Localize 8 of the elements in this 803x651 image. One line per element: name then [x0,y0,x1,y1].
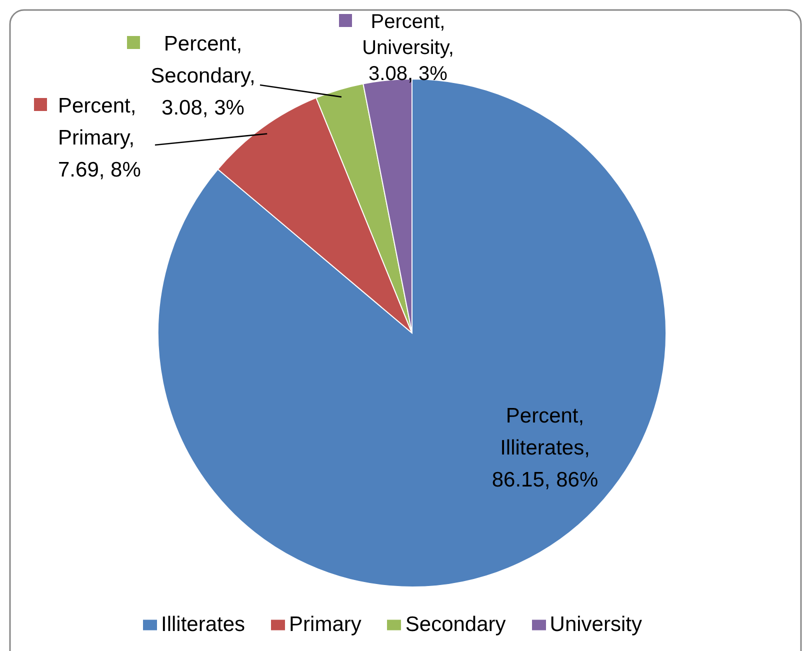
data-label: Percent, Secondary, 3.08, 3% [150,32,256,120]
legend-label: Secondary [405,613,506,636]
legend-label: Primary [289,613,362,636]
data-label: Percent, Primary, 7.69, 8% [58,94,141,182]
legend-label: Illiterates [161,613,246,636]
data-label: Percent, University, 3.08, 3% [362,11,454,85]
data-label: Percent, Illiterates, 86.15, 86% [492,404,598,492]
legend-label: University [550,613,642,636]
